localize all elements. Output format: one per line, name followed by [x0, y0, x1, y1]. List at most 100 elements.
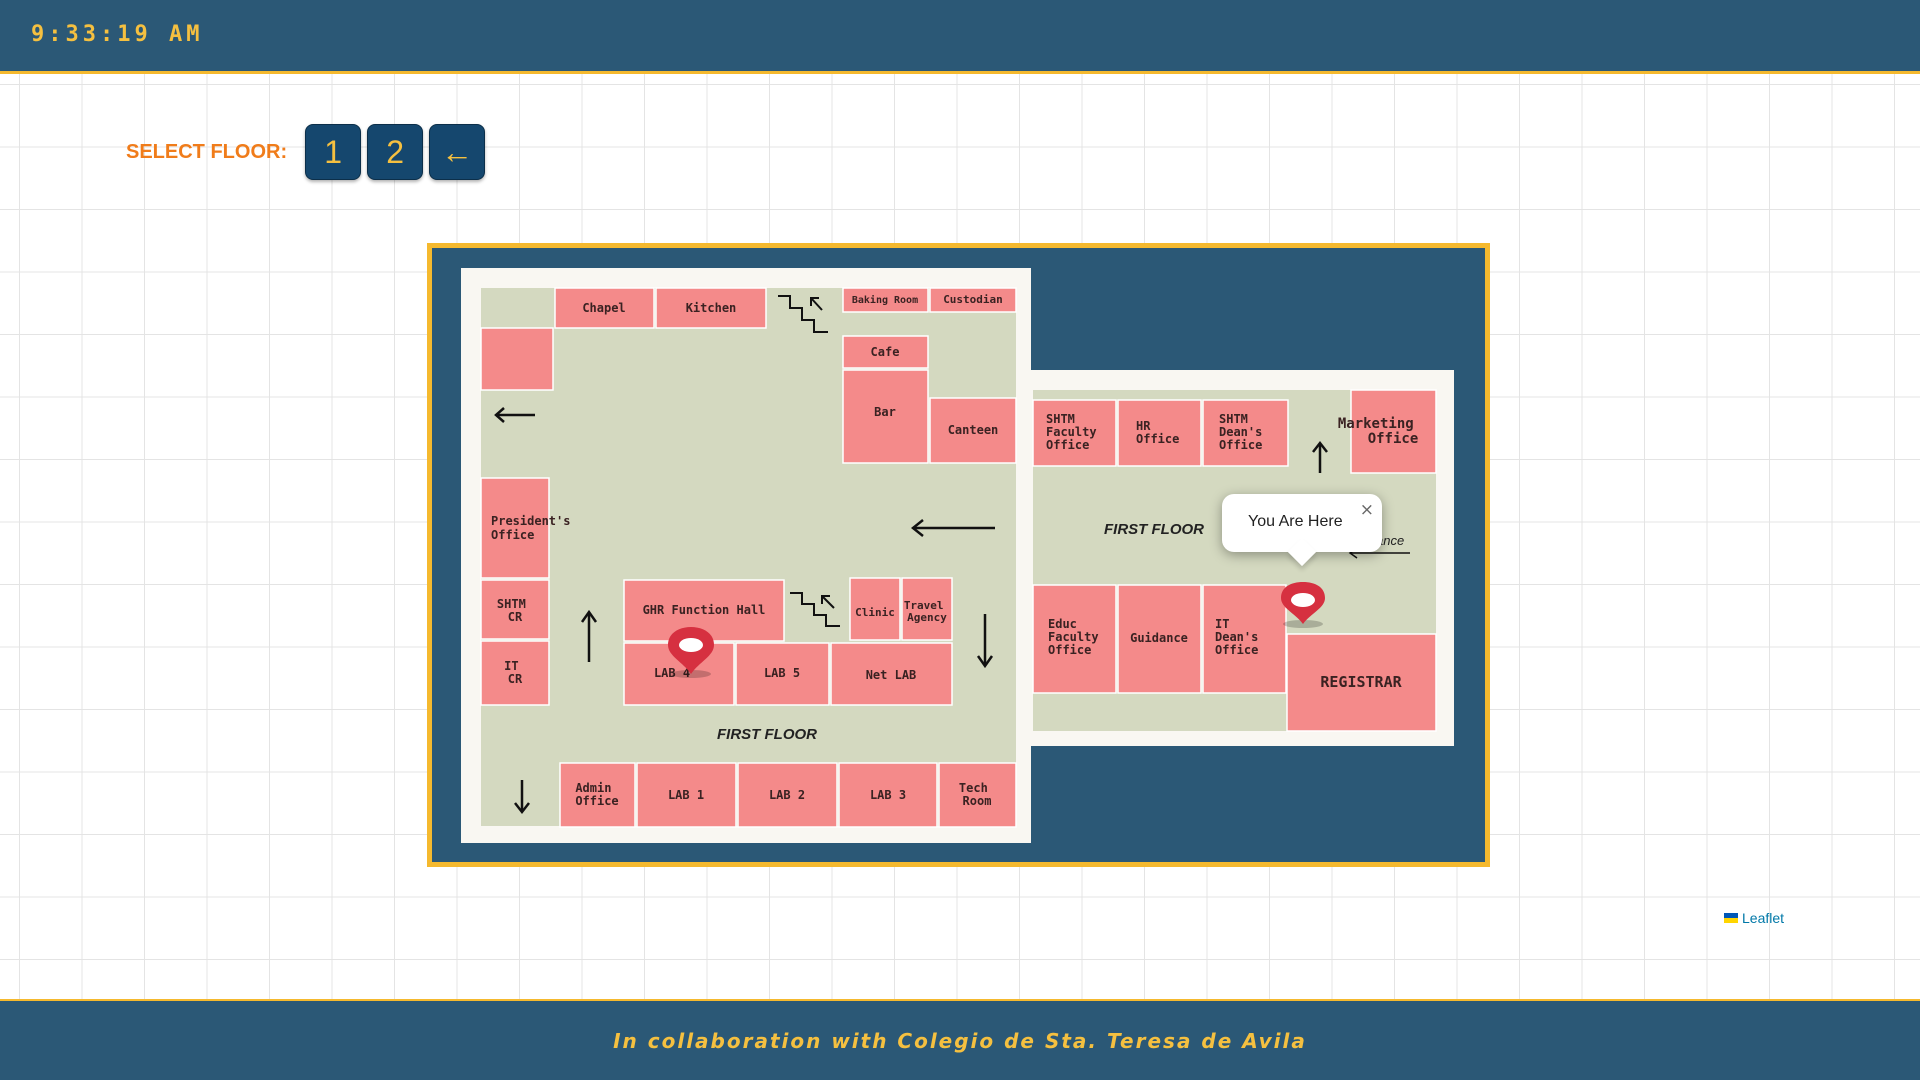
admin-line2: Office: [575, 794, 618, 808]
right-floor-label: FIRST FLOOR: [1104, 521, 1204, 538]
room-tech-room[interactable]: Tech Room: [938, 762, 1017, 828]
left-floor-label: FIRST FLOOR: [717, 726, 817, 743]
room-clinic[interactable]: Clinic: [849, 577, 901, 641]
tech-line2: Room: [963, 794, 992, 808]
lab3-label: LAB 3: [870, 788, 906, 802]
shtm-dean-label: SHTM Dean's Office: [1219, 412, 1270, 452]
room-lab3[interactable]: LAB 3: [838, 762, 938, 828]
room-registrar[interactable]: REGISTRAR: [1286, 633, 1437, 732]
room-shtm-deans-office[interactable]: SHTM Dean's Office: [1202, 399, 1289, 467]
room-guidance[interactable]: Guidance: [1117, 584, 1202, 694]
leaflet-link[interactable]: Leaflet: [1742, 910, 1785, 926]
right-up-arrow-icon: [1312, 440, 1328, 473]
it-dean-line1: IT: [1215, 617, 1229, 631]
room-lab5[interactable]: LAB 5: [735, 642, 830, 706]
it-dean-line2: Dean's: [1215, 630, 1258, 644]
stairs-icon-mid: [790, 592, 840, 627]
it-cr-line2: CR: [508, 672, 523, 686]
leaflet-attribution[interactable]: Leaflet: [1724, 910, 1784, 926]
room-cafe[interactable]: Cafe: [842, 335, 929, 369]
stairs-icon-top: [778, 295, 828, 333]
shtm-dean-line2: Dean's: [1219, 425, 1262, 439]
hr-line1: HR: [1136, 419, 1151, 433]
educ-line3: Office: [1048, 643, 1091, 657]
back-arrow-button[interactable]: ←: [429, 124, 486, 180]
presidents-office-line1: President's: [491, 514, 570, 528]
shtm-faculty-label: SHTM Faculty Office: [1046, 412, 1104, 452]
floor-selector: SELECT FLOOR: 1 2 ←: [126, 124, 491, 180]
center-left-arrow-icon: [910, 519, 995, 537]
room-baking-room[interactable]: Baking Room: [842, 287, 929, 313]
educ-faculty-label: Educ Faculty Office: [1048, 617, 1106, 657]
shtm-cr-line1: SHTM: [497, 597, 526, 611]
ghr-label: GHR Function Hall: [643, 603, 766, 617]
it-cr-label: IT CR: [504, 659, 526, 686]
floor-2-button[interactable]: 2: [367, 124, 424, 180]
clock: 9:33:19 AM: [31, 22, 204, 47]
presidents-office-label: President's Office: [491, 514, 578, 542]
bar-label: Bar: [874, 405, 896, 419]
lab4-label: LAB 4: [654, 666, 690, 680]
shtm-dean-line3: Office: [1219, 438, 1262, 452]
educ-line2: Faculty: [1048, 630, 1099, 644]
shtm-faculty-line3: Office: [1046, 438, 1089, 452]
registrar-label: REGISTRAR: [1320, 673, 1402, 691]
room-canteen[interactable]: Canteen: [929, 397, 1017, 464]
footer-text: In collaboration with Colegio de Sta. Te…: [613, 1028, 1307, 1053]
floor-1-button[interactable]: 1: [305, 124, 362, 180]
room-lab1[interactable]: LAB 1: [636, 762, 737, 828]
travel-line2: Agency: [907, 611, 947, 624]
hr-office-label: HR Office: [1136, 419, 1179, 446]
room-hr-office[interactable]: HR Office: [1117, 399, 1202, 467]
room-marketing-office[interactable]: Marketing Office: [1338, 389, 1437, 474]
shtm-dean-line1: SHTM: [1219, 412, 1248, 426]
custodian-label: Custodian: [943, 293, 1003, 306]
room-educ-faculty-office[interactable]: Educ Faculty Office: [1032, 584, 1117, 694]
shtm-faculty-line2: Faculty: [1046, 425, 1097, 439]
shtm-faculty-line1: SHTM: [1046, 412, 1075, 426]
shtm-cr-label: SHTM CR: [497, 597, 533, 624]
room-shtm-cr[interactable]: SHTM CR: [480, 579, 550, 640]
location-marker-icon[interactable]: [668, 627, 714, 678]
room-shtm-faculty-office[interactable]: SHTM Faculty Office: [1032, 399, 1117, 467]
lab2-label: LAB 2: [769, 788, 805, 802]
marketing-label: Marketing Office: [1338, 416, 1422, 447]
it-dean-label: IT Dean's Office: [1215, 617, 1266, 657]
room-travel-agency[interactable]: Travel Agency: [901, 577, 953, 641]
top-bar: 9:33:19 AM: [0, 0, 1920, 74]
room-it-deans-office[interactable]: IT Dean's Office: [1202, 584, 1287, 694]
room-presidents-office[interactable]: President's Office: [480, 477, 578, 579]
room-it-cr[interactable]: IT CR: [480, 640, 550, 706]
room-kitchen[interactable]: Kitchen: [655, 287, 767, 329]
kitchen-label: Kitchen: [686, 301, 737, 315]
cafe-label: Cafe: [871, 345, 900, 359]
you-are-here-popup: You Are Here ×: [1222, 494, 1382, 567]
shtm-cr-line2: CR: [508, 610, 523, 624]
room-lab2[interactable]: LAB 2: [737, 762, 838, 828]
left-arrow-icon: [494, 407, 535, 423]
travel-line1: Travel: [904, 599, 944, 612]
close-icon[interactable]: ×: [1359, 500, 1374, 520]
travel-agency-label: Travel Agency: [904, 599, 950, 624]
marketing-line2: Office: [1368, 431, 1419, 447]
educ-line1: Educ: [1048, 617, 1077, 631]
room-lab4[interactable]: LAB 4: [623, 642, 735, 706]
lab1-label: LAB 1: [668, 788, 704, 802]
room-bar[interactable]: Bar: [842, 369, 929, 464]
down-arrow-icon: [976, 614, 994, 669]
room-chapel[interactable]: Chapel: [554, 287, 655, 329]
bottom-down-arrow-icon: [514, 780, 530, 815]
room-admin-office[interactable]: Admin Office: [559, 762, 636, 828]
footer: In collaboration with Colegio de Sta. Te…: [0, 999, 1920, 1080]
room-blank[interactable]: [480, 327, 554, 391]
it-dean-line3: Office: [1215, 643, 1258, 657]
you-are-here-marker-icon[interactable]: [1281, 582, 1325, 628]
select-floor-label: SELECT FLOOR:: [126, 140, 288, 163]
hr-line2: Office: [1136, 432, 1179, 446]
admin-office-label: Admin Office: [575, 781, 618, 808]
room-net-lab[interactable]: Net LAB: [830, 642, 953, 706]
room-custodian[interactable]: Custodian: [929, 287, 1017, 313]
net-lab-label: Net LAB: [866, 668, 917, 682]
it-cr-line1: IT: [504, 659, 518, 673]
